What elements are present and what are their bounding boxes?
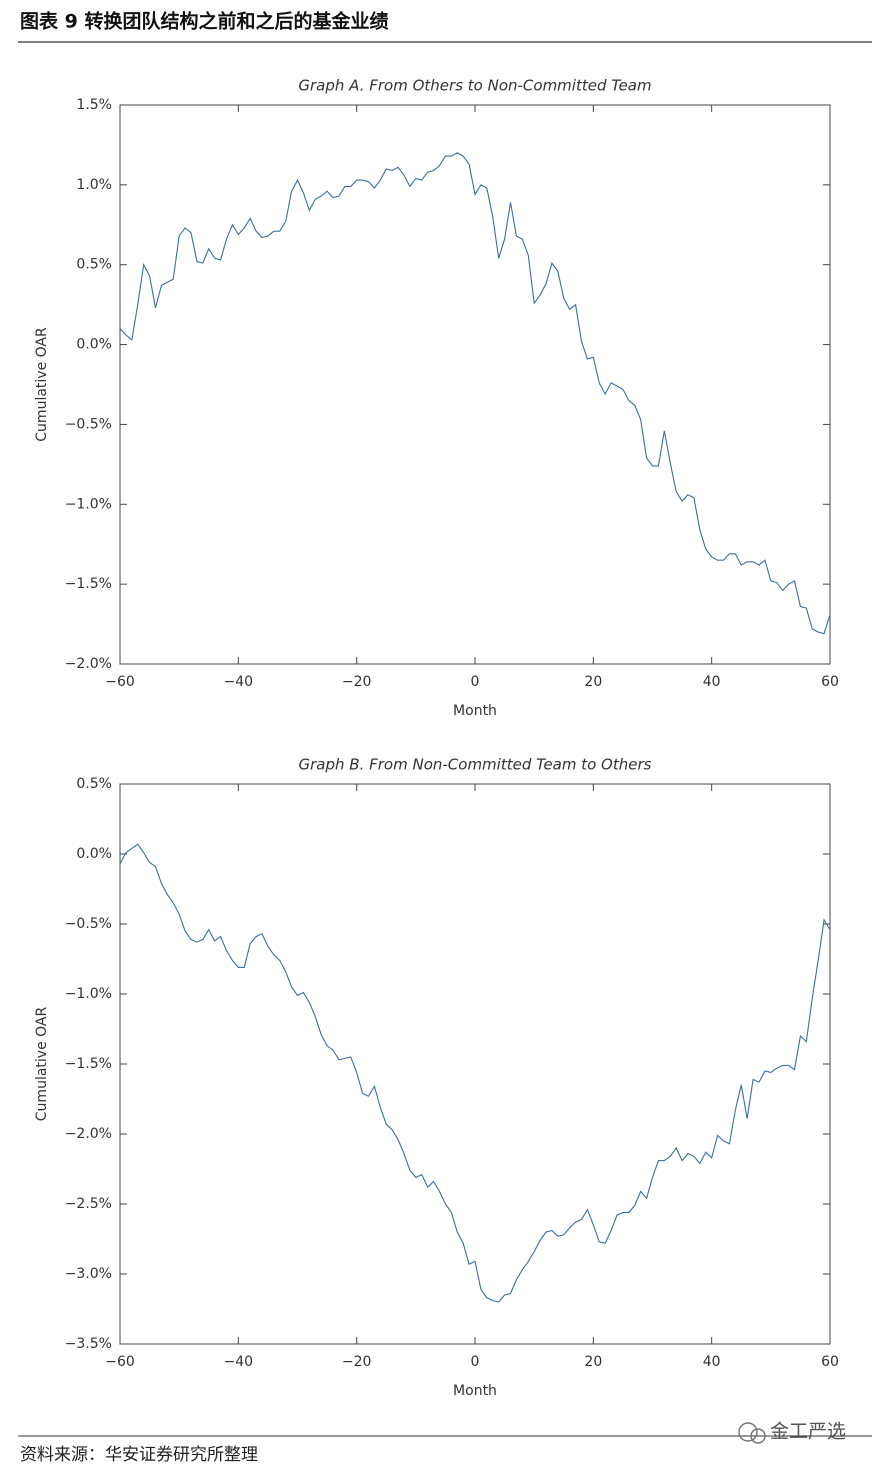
y-tick-label: 1.0% — [76, 177, 112, 193]
data-line — [119, 152, 831, 635]
y-tick-label: −2.5% — [65, 1196, 112, 1212]
y-tick-label: −1.0% — [65, 986, 112, 1002]
x-tick-label: −40 — [224, 674, 254, 690]
x-tick-label: 60 — [821, 1354, 839, 1370]
x-tick-label: 0 — [471, 674, 480, 690]
page-title: 图表 9 转换团队结构之前和之后的基金业绩 — [20, 10, 388, 33]
y-tick-label: −3.0% — [65, 1266, 112, 1282]
y-tick-label: 0.0% — [76, 337, 112, 353]
x-tick-label: 40 — [703, 674, 721, 690]
y-tick-label: −1.5% — [65, 576, 112, 592]
x-axis-label: Month — [453, 1383, 497, 1399]
y-axis-label: Cumulative OAR — [34, 1007, 50, 1122]
x-tick-label: 20 — [584, 1354, 602, 1370]
chart-title: Graph A. From Others to Non-Committed Te… — [298, 77, 651, 95]
y-tick-label: 0.0% — [76, 846, 112, 862]
plot-frame — [119, 104, 831, 665]
x-tick-label: 60 — [821, 674, 839, 690]
x-tick-label: −20 — [342, 1354, 372, 1370]
x-tick-label: 20 — [584, 674, 602, 690]
x-tick-label: 40 — [703, 1354, 721, 1370]
x-tick-label: 0 — [471, 1354, 480, 1370]
y-tick-label: −1.5% — [65, 1056, 112, 1072]
watermark-icon — [738, 1422, 766, 1444]
y-tick-label: −2.0% — [65, 1126, 112, 1142]
y-tick-label: 0.5% — [76, 776, 112, 792]
y-tick-label: −0.5% — [65, 416, 112, 432]
y-tick-label: 0.5% — [76, 257, 112, 273]
y-tick-label: 1.5% — [76, 97, 112, 113]
x-tick-label: −20 — [342, 674, 372, 690]
chart-title: Graph B. From Non-Committed Team to Othe… — [299, 756, 652, 774]
x-tick-label: −60 — [105, 1354, 135, 1370]
x-tick-label: −40 — [224, 1354, 254, 1370]
y-axis-label: Cumulative OAR — [34, 327, 50, 442]
watermark: 金工严选 — [770, 1421, 846, 1443]
y-tick-label: −2.0% — [65, 656, 112, 672]
y-tick-label: −0.5% — [65, 916, 112, 932]
x-tick-label: −60 — [105, 674, 135, 690]
y-tick-label: −1.0% — [65, 496, 112, 512]
y-tick-label: −3.5% — [65, 1336, 112, 1352]
x-axis-label: Month — [453, 703, 497, 719]
plot-frame — [119, 783, 831, 1345]
data-line — [119, 843, 831, 1303]
source-note: 资料来源：华安证券研究所整理 — [20, 1445, 258, 1465]
